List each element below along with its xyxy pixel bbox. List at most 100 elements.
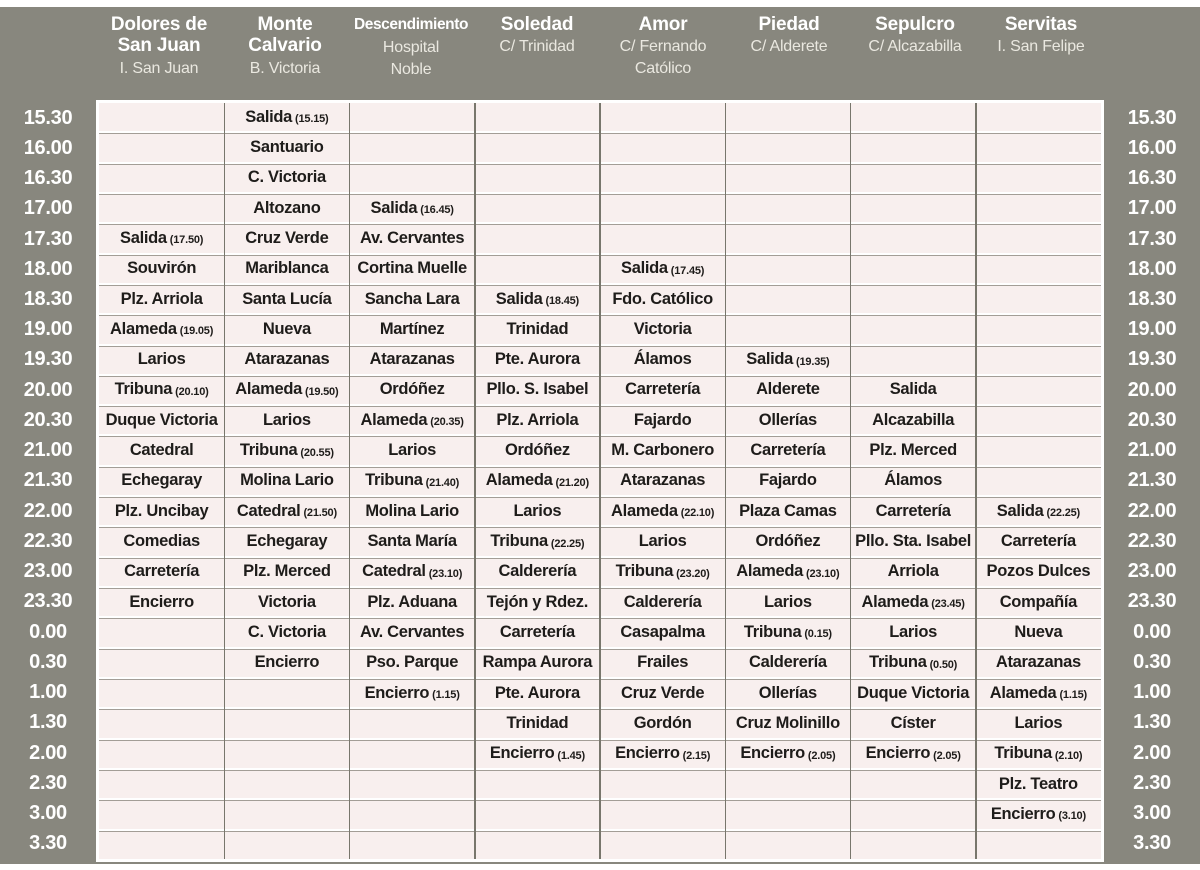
- schedule-cell: C. Victoria: [224, 618, 349, 646]
- stop-time-note: (23.20): [676, 567, 710, 580]
- schedule-cell: [600, 103, 725, 131]
- column-subtitle: Católico: [634, 60, 692, 78]
- column-header: Descendimiento Hospital Noble: [348, 10, 474, 100]
- stop-name: Echegaray: [246, 532, 328, 551]
- stop-time-note: (20.10): [175, 385, 209, 398]
- stop-name: C. Victoria: [247, 168, 326, 187]
- stop-name: Salida: [495, 289, 543, 308]
- schedule-cell: Larios: [725, 588, 850, 616]
- time-label: 19.30: [23, 348, 73, 371]
- schedule-cell: [851, 770, 976, 798]
- stop-name: Fajardo: [759, 471, 817, 490]
- column-header: Dolores de San Juan I. San Juan: [96, 10, 222, 100]
- stop-name: Álamos: [633, 350, 692, 369]
- stop-time-note: (0.50): [929, 658, 958, 671]
- time-label: 1.30: [1133, 711, 1171, 734]
- stop-name: Pllo. S. Isabel: [486, 380, 589, 399]
- column-subtitle: C/ Trinidad: [499, 38, 575, 56]
- schedule-cell: [725, 770, 850, 798]
- schedule-cell: Ordóñez: [475, 436, 600, 464]
- schedule-cell: Plz. Merced: [851, 436, 976, 464]
- schedule-cell: C. Victoria: [224, 164, 349, 192]
- schedule-cell: Salida (17.50): [99, 224, 224, 252]
- schedule-cell: Larios: [475, 497, 600, 525]
- schedule-cell: [851, 194, 976, 222]
- schedule-cell: [725, 164, 850, 192]
- stop-name: Duque Victoria: [857, 683, 970, 702]
- schedule-cell: Pso. Parque: [350, 649, 475, 677]
- stop-name: Carretería: [124, 562, 200, 581]
- schedule-cell: Catedral (23.10): [350, 558, 475, 586]
- schedule-cell: Rampa Aurora: [475, 649, 600, 677]
- stop-name: Encierro: [615, 744, 680, 763]
- stop-name: Encierro: [364, 683, 430, 702]
- schedule-cell: Alameda (22.10): [600, 497, 725, 525]
- stop-name: Trinidad: [506, 713, 569, 732]
- schedule-row: Encierro Victoria Plz. Aduana Tejón y Rdez.…: [99, 586, 1101, 616]
- stop-name: Gordón: [633, 713, 692, 732]
- schedule-cell: [725, 831, 850, 859]
- stop-name: Larios: [889, 622, 937, 641]
- schedule-cell: Carretería: [851, 497, 976, 525]
- stop-name: Larios: [764, 592, 812, 611]
- stop-name: Alameda: [485, 471, 553, 490]
- schedule-cell: [224, 740, 349, 768]
- schedule-cell: [224, 770, 349, 798]
- schedule-cell: Larios: [600, 527, 725, 555]
- stop-name: Cruz Verde: [621, 683, 705, 702]
- stop-name: Larios: [513, 501, 562, 520]
- schedule-cell: Alameda (23.10): [725, 558, 850, 586]
- schedule-cell: Encierro (2.05): [725, 740, 850, 768]
- stop-name: Calderería: [498, 562, 577, 581]
- column-title: Monte: [257, 14, 313, 35]
- stop-name: Victoria: [257, 592, 316, 611]
- time-label: 2.30: [29, 771, 67, 794]
- schedule-cell: [600, 224, 725, 252]
- schedule-cell: Tribuna (21.40): [350, 467, 475, 495]
- schedule-cell: Av. Cervantes: [350, 618, 475, 646]
- time-label: 17.30: [23, 227, 73, 250]
- time-label: 22.30: [1127, 529, 1177, 552]
- time-label: 21.00: [23, 439, 73, 462]
- stop-name: Salida: [746, 350, 794, 369]
- schedule-cell: [976, 133, 1101, 161]
- schedule-cell: Salida (18.45): [475, 285, 600, 313]
- stop-name: Encierro: [129, 592, 194, 611]
- stop-name: Plaza Camas: [739, 501, 837, 520]
- time-label: 18.00: [1127, 257, 1177, 280]
- schedule-cell: Cruz Verde: [224, 224, 349, 252]
- stop-name: Atarazanas: [620, 471, 706, 490]
- schedule-cell: [976, 164, 1101, 192]
- schedule-cell: Tribuna (22.25): [475, 527, 600, 555]
- schedule-cell: [851, 346, 976, 374]
- schedule-cell: Tribuna (20.10): [99, 376, 224, 404]
- schedule-cell: Salida: [851, 376, 976, 404]
- stop-name: Compañía: [999, 592, 1078, 611]
- schedule-cell: Tribuna (0.50): [851, 649, 976, 677]
- stop-name: Tribuna: [365, 471, 423, 490]
- stop-name: Alameda: [989, 683, 1057, 702]
- schedule-cell: Arriola: [851, 558, 976, 586]
- schedule-cell: [99, 164, 224, 192]
- column-subtitle: Noble: [390, 61, 432, 79]
- schedule-cell: [851, 285, 976, 313]
- column-title: Dolores de: [110, 14, 208, 35]
- column-subtitle: C/ Fernando: [619, 38, 707, 56]
- stop-time-note: (2.15): [682, 749, 711, 762]
- column-headers: Dolores de San Juan I. San Juan Monte Calvar…: [96, 10, 1104, 100]
- schedule-cell: Fajardo: [600, 406, 725, 434]
- column-title: Soledad: [500, 14, 574, 35]
- stop-name: Álamos: [884, 471, 943, 490]
- stop-name: Victoria: [633, 319, 692, 338]
- stop-time-note: (21.40): [425, 476, 460, 489]
- stop-name: Calderería: [623, 592, 702, 611]
- schedule-cell: Plz. Aduana: [350, 588, 475, 616]
- stop-name: Carretería: [875, 501, 951, 520]
- stop-name: Alameda: [736, 562, 803, 581]
- schedule-cell: Calderería: [600, 588, 725, 616]
- schedule-cell: Pllo. S. Isabel: [475, 376, 600, 404]
- schedule-cell: Pte. Aurora: [475, 346, 600, 374]
- schedule-cell: Salida (15.15): [224, 103, 349, 131]
- stop-name: Fdo. Católico: [612, 289, 713, 308]
